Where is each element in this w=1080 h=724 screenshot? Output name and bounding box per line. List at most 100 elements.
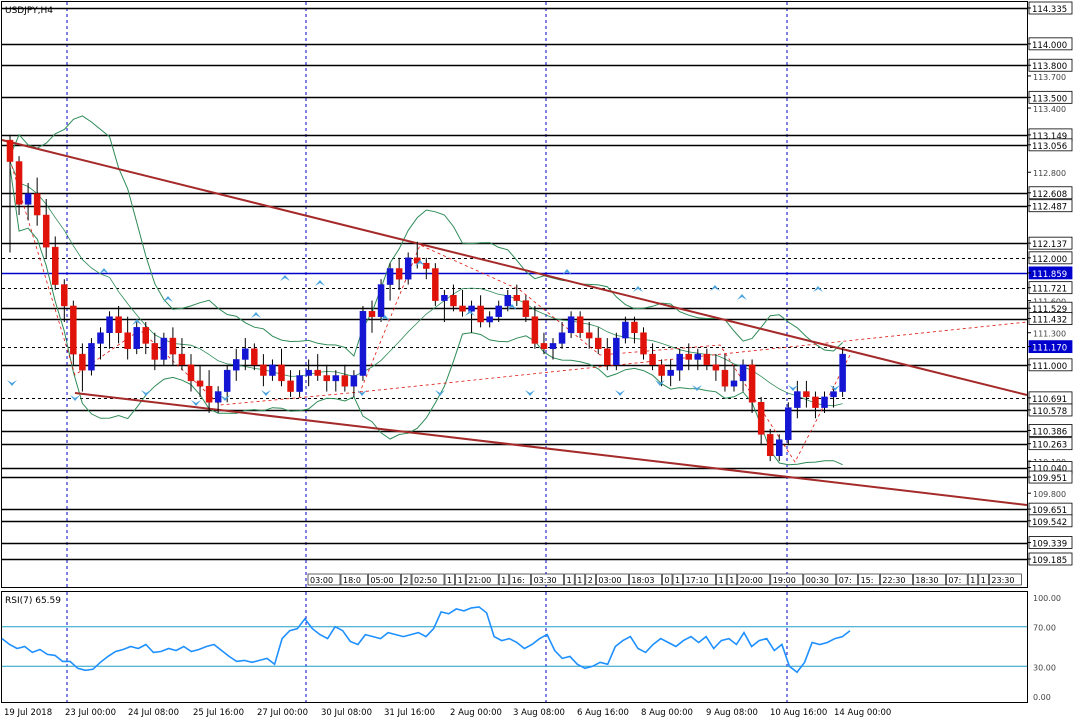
candle-body [522,300,530,317]
session-label-box [803,573,837,586]
candle-body [450,295,457,307]
candles [6,134,846,462]
session-label: 1 [719,576,724,585]
bollinger-upper [9,115,843,357]
fractal-down-arrow [191,400,201,406]
candle-body [205,385,213,403]
price-level-label: 111.721 [1032,285,1067,295]
fractal-arrows [7,260,840,406]
time-tick-label: 25 Jul 16:00 [193,708,244,718]
session-label: 16: [512,576,525,585]
price-level-label: 113.149 [1032,132,1067,142]
candle-body [495,305,502,317]
time-tick-label: 19 Jul 2018 [4,708,52,718]
fractal-up-arrow [507,304,517,310]
fractal-down-arrow [261,390,271,396]
candle-body [97,332,104,344]
candle-body [52,246,59,285]
candle-body [214,391,222,403]
price-level-label: 109.185 [1032,556,1067,566]
rsi-tick-label: 70.00 [1033,624,1056,633]
session-label: 1 [577,576,582,585]
candle-body [576,316,584,333]
candle-body [649,353,656,366]
session-label: 21:00 [468,576,491,585]
rsi-label: RSI(7) 65.59 [5,596,61,606]
fractal-up-arrow [737,294,747,300]
rsi-tick-label: 100.00 [1033,594,1061,603]
price-level-label: 110.578 [1032,407,1067,417]
price-tick-label: 112.800 [1033,169,1066,178]
time-tick-label: 27 Jul 00:00 [257,708,308,718]
candle-body [748,364,756,403]
time-tick-label: 10 Aug 16:00 [770,708,827,718]
candle-body [585,332,593,339]
price-level-label: 112.487 [1032,203,1067,213]
price-level-label: 109.951 [1032,474,1067,484]
session-label-box [629,573,662,586]
price-tick-label: 113.700 [1033,73,1066,82]
price-level-label: 110.040 [1032,465,1067,475]
candle-body [558,332,566,344]
candle-body [441,295,448,301]
rsi-tick-label: 0.00 [1033,693,1051,702]
price-level-label: 113.056 [1032,142,1067,152]
session-label: 1 [567,576,572,585]
session-label: 03:00 [598,576,621,585]
session-label-box [509,573,531,586]
session-label-box [307,573,341,586]
session-label-box [716,573,727,586]
session-label-box [683,573,716,586]
session-label-box [455,573,466,586]
candle-body [6,139,14,162]
candle-body [776,439,783,457]
session-label-box [737,573,771,586]
candle-body [88,343,95,371]
fractal-up-arrow [251,312,261,318]
session-label: 1 [729,576,734,585]
candle-body [794,391,801,408]
candle-body [332,375,340,382]
session-label-box [596,573,629,586]
resistance-trendline [1,139,1028,396]
candle-body [79,353,86,371]
candle-body [803,391,810,398]
candle-body [685,353,692,360]
session-label-box [444,573,455,586]
time-tick-label: 6 Aug 16:00 [577,708,629,718]
candle-body [757,402,765,435]
candle-body [785,407,792,440]
candle-body [812,396,819,408]
candle-body [739,364,747,382]
candle-body [595,337,602,350]
fractal-up-arrow [415,260,425,266]
candle-body [404,257,412,280]
session-label: 05:00 [370,576,393,585]
rsi-tick-label: 30.00 [1033,663,1056,672]
session-label-box [726,573,738,586]
price-level-label: 112.608 [1032,190,1067,200]
candle-body [549,343,557,350]
candle-body [242,348,249,360]
session-label: 18:30 [915,576,938,585]
fractal-down-arrow [220,395,230,401]
session-label-box [340,573,368,586]
candle-body [33,193,41,216]
time-tick-label: 24 Jul 08:00 [128,708,179,718]
session-label-box [574,573,586,586]
candle-body [359,311,367,376]
fractal-up-arrow [132,319,142,325]
price-level-label: 111.170 [1032,344,1067,354]
symbol-title: USDJPY,H4 [5,6,53,16]
candle-body [296,375,303,392]
candle-body [477,305,484,323]
rsi-panel-border [1,591,1028,703]
candle-body [658,364,665,376]
candle-body [513,295,521,301]
candle-body [24,193,32,205]
session-label: 1 [675,576,680,585]
main-panel-border [1,1,1028,588]
time-tick-label: 2 Aug 00:00 [450,708,502,718]
session-label: 17:10 [686,576,709,585]
